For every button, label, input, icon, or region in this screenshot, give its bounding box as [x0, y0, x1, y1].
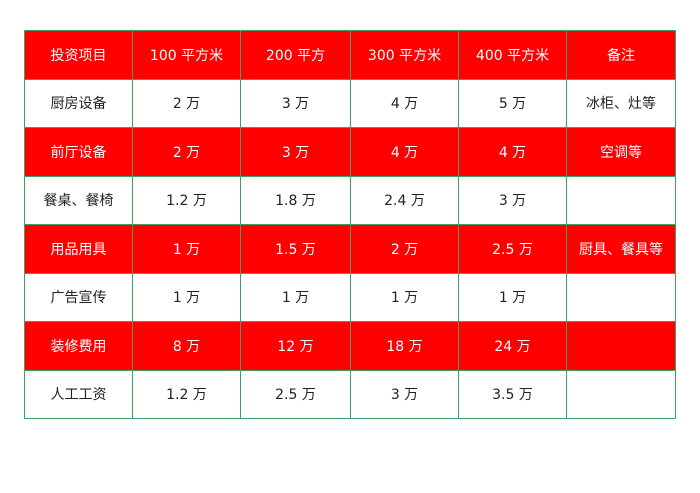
table-cell: 投资项目 — [24, 30, 133, 80]
table-cell: 12 万 — [240, 321, 351, 371]
table-cell: 2 万 — [350, 224, 459, 274]
table-row: 投资项目 100 平方米 200 平方 300 平方米 400 平方米 备注 — [24, 30, 676, 80]
table-cell: 2.5 万 — [458, 224, 567, 274]
table-cell: 5 万 — [458, 78, 567, 128]
table-cell: 4 万 — [350, 78, 459, 128]
table-body: 投资项目 100 平方米 200 平方 300 平方米 400 平方米 备注 厨房设备 2 万… — [24, 30, 676, 419]
table-cell: 1.2 万 — [132, 175, 241, 225]
table-cell: 1 万 — [132, 272, 241, 322]
table-cell: 备注 — [566, 30, 676, 80]
table-cell: 1.8 万 — [240, 175, 351, 225]
table-row: 装修费用 8 万 12 万 18 万 24 万 — [24, 321, 676, 371]
table-cell: 18 万 — [350, 321, 459, 371]
table-cell: 餐桌、餐椅 — [24, 175, 133, 225]
table-cell: 300 平方米 — [350, 30, 459, 80]
table-cell — [566, 321, 676, 371]
table-cell: 人工工资 — [24, 369, 133, 419]
table-cell: 广告宣传 — [24, 272, 133, 322]
table-cell: 3 万 — [458, 175, 567, 225]
table-cell: 4 万 — [350, 127, 459, 177]
table-cell: 4 万 — [458, 127, 567, 177]
table-cell: 2 万 — [132, 127, 241, 177]
table-cell — [566, 369, 676, 419]
table-cell: 3.5 万 — [458, 369, 567, 419]
table-cell — [566, 272, 676, 322]
table-cell: 1.5 万 — [240, 224, 351, 274]
table-cell: 用品用具 — [24, 224, 133, 274]
table-cell: 厨房设备 — [24, 78, 133, 128]
table-cell: 1 万 — [132, 224, 241, 274]
table-cell: 1.2 万 — [132, 369, 241, 419]
table-cell: 2 万 — [132, 78, 241, 128]
table-cell: 2.5 万 — [240, 369, 351, 419]
table-cell: 400 平方米 — [458, 30, 567, 80]
table-cell: 前厅设备 — [24, 127, 133, 177]
table-cell: 3 万 — [240, 78, 351, 128]
table-cell: 1 万 — [240, 272, 351, 322]
investment-table: 投资项目 100 平方米 200 平方 300 平方米 400 平方米 备注 厨房设备 2 万… — [24, 30, 676, 419]
table-cell: 8 万 — [132, 321, 241, 371]
table-cell: 3 万 — [350, 369, 459, 419]
table-cell: 冰柜、灶等 — [566, 78, 676, 128]
table-cell: 1 万 — [458, 272, 567, 322]
table-cell: 3 万 — [240, 127, 351, 177]
table-cell: 1 万 — [350, 272, 459, 322]
table-cell: 100 平方米 — [132, 30, 241, 80]
table-cell — [566, 175, 676, 225]
table-cell: 空调等 — [566, 127, 676, 177]
table-cell: 装修费用 — [24, 321, 133, 371]
table-cell: 2.4 万 — [350, 175, 459, 225]
table-cell: 厨具、餐具等 — [566, 224, 676, 274]
table-cell: 200 平方 — [240, 30, 351, 80]
table-cell: 24 万 — [458, 321, 567, 371]
